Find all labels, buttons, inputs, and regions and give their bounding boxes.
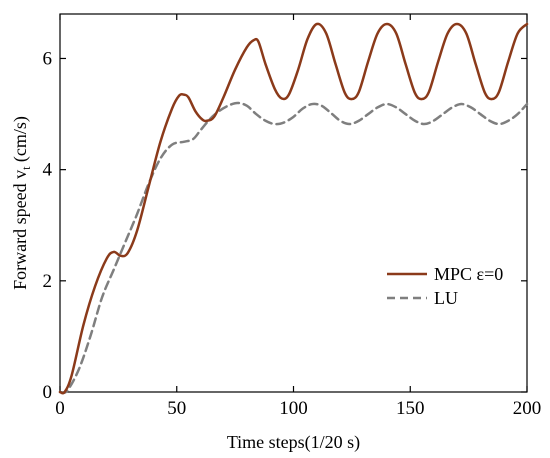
y-axis-title: Forward speed vt (cm/s): [10, 116, 33, 290]
series-layer: [58, 22, 529, 395]
y-tick-label: 0: [43, 382, 53, 403]
legend: MPC ε=0 LU: [387, 264, 503, 308]
legend-label-lu: LU: [434, 288, 458, 308]
y-tick-label: 6: [43, 48, 53, 69]
x-tick-label: 150: [396, 398, 425, 419]
legend-label-mpc: MPC ε=0: [434, 264, 503, 284]
plot-frame: [59, 13, 528, 393]
y-tick-label: 2: [43, 271, 53, 292]
x-tick-label: 200: [513, 398, 542, 419]
x-tick-label: 0: [55, 398, 65, 419]
x-tick-label: 100: [279, 398, 308, 419]
x-tick-label: 50: [167, 398, 186, 419]
y-axis-title-main: Forward speed v: [10, 170, 30, 290]
y-tick-label: 4: [43, 160, 53, 181]
series-line-mpc: [58, 22, 529, 395]
axis-ticks: 0 50 100 150 200 0 2 4 6: [43, 14, 542, 419]
y-axis-title-subscript: t: [19, 166, 33, 170]
y-axis-title-unit: (cm/s): [10, 116, 31, 166]
series-line-lu: [58, 101, 529, 395]
x-axis-title: Time steps(1/20 s): [227, 432, 360, 453]
